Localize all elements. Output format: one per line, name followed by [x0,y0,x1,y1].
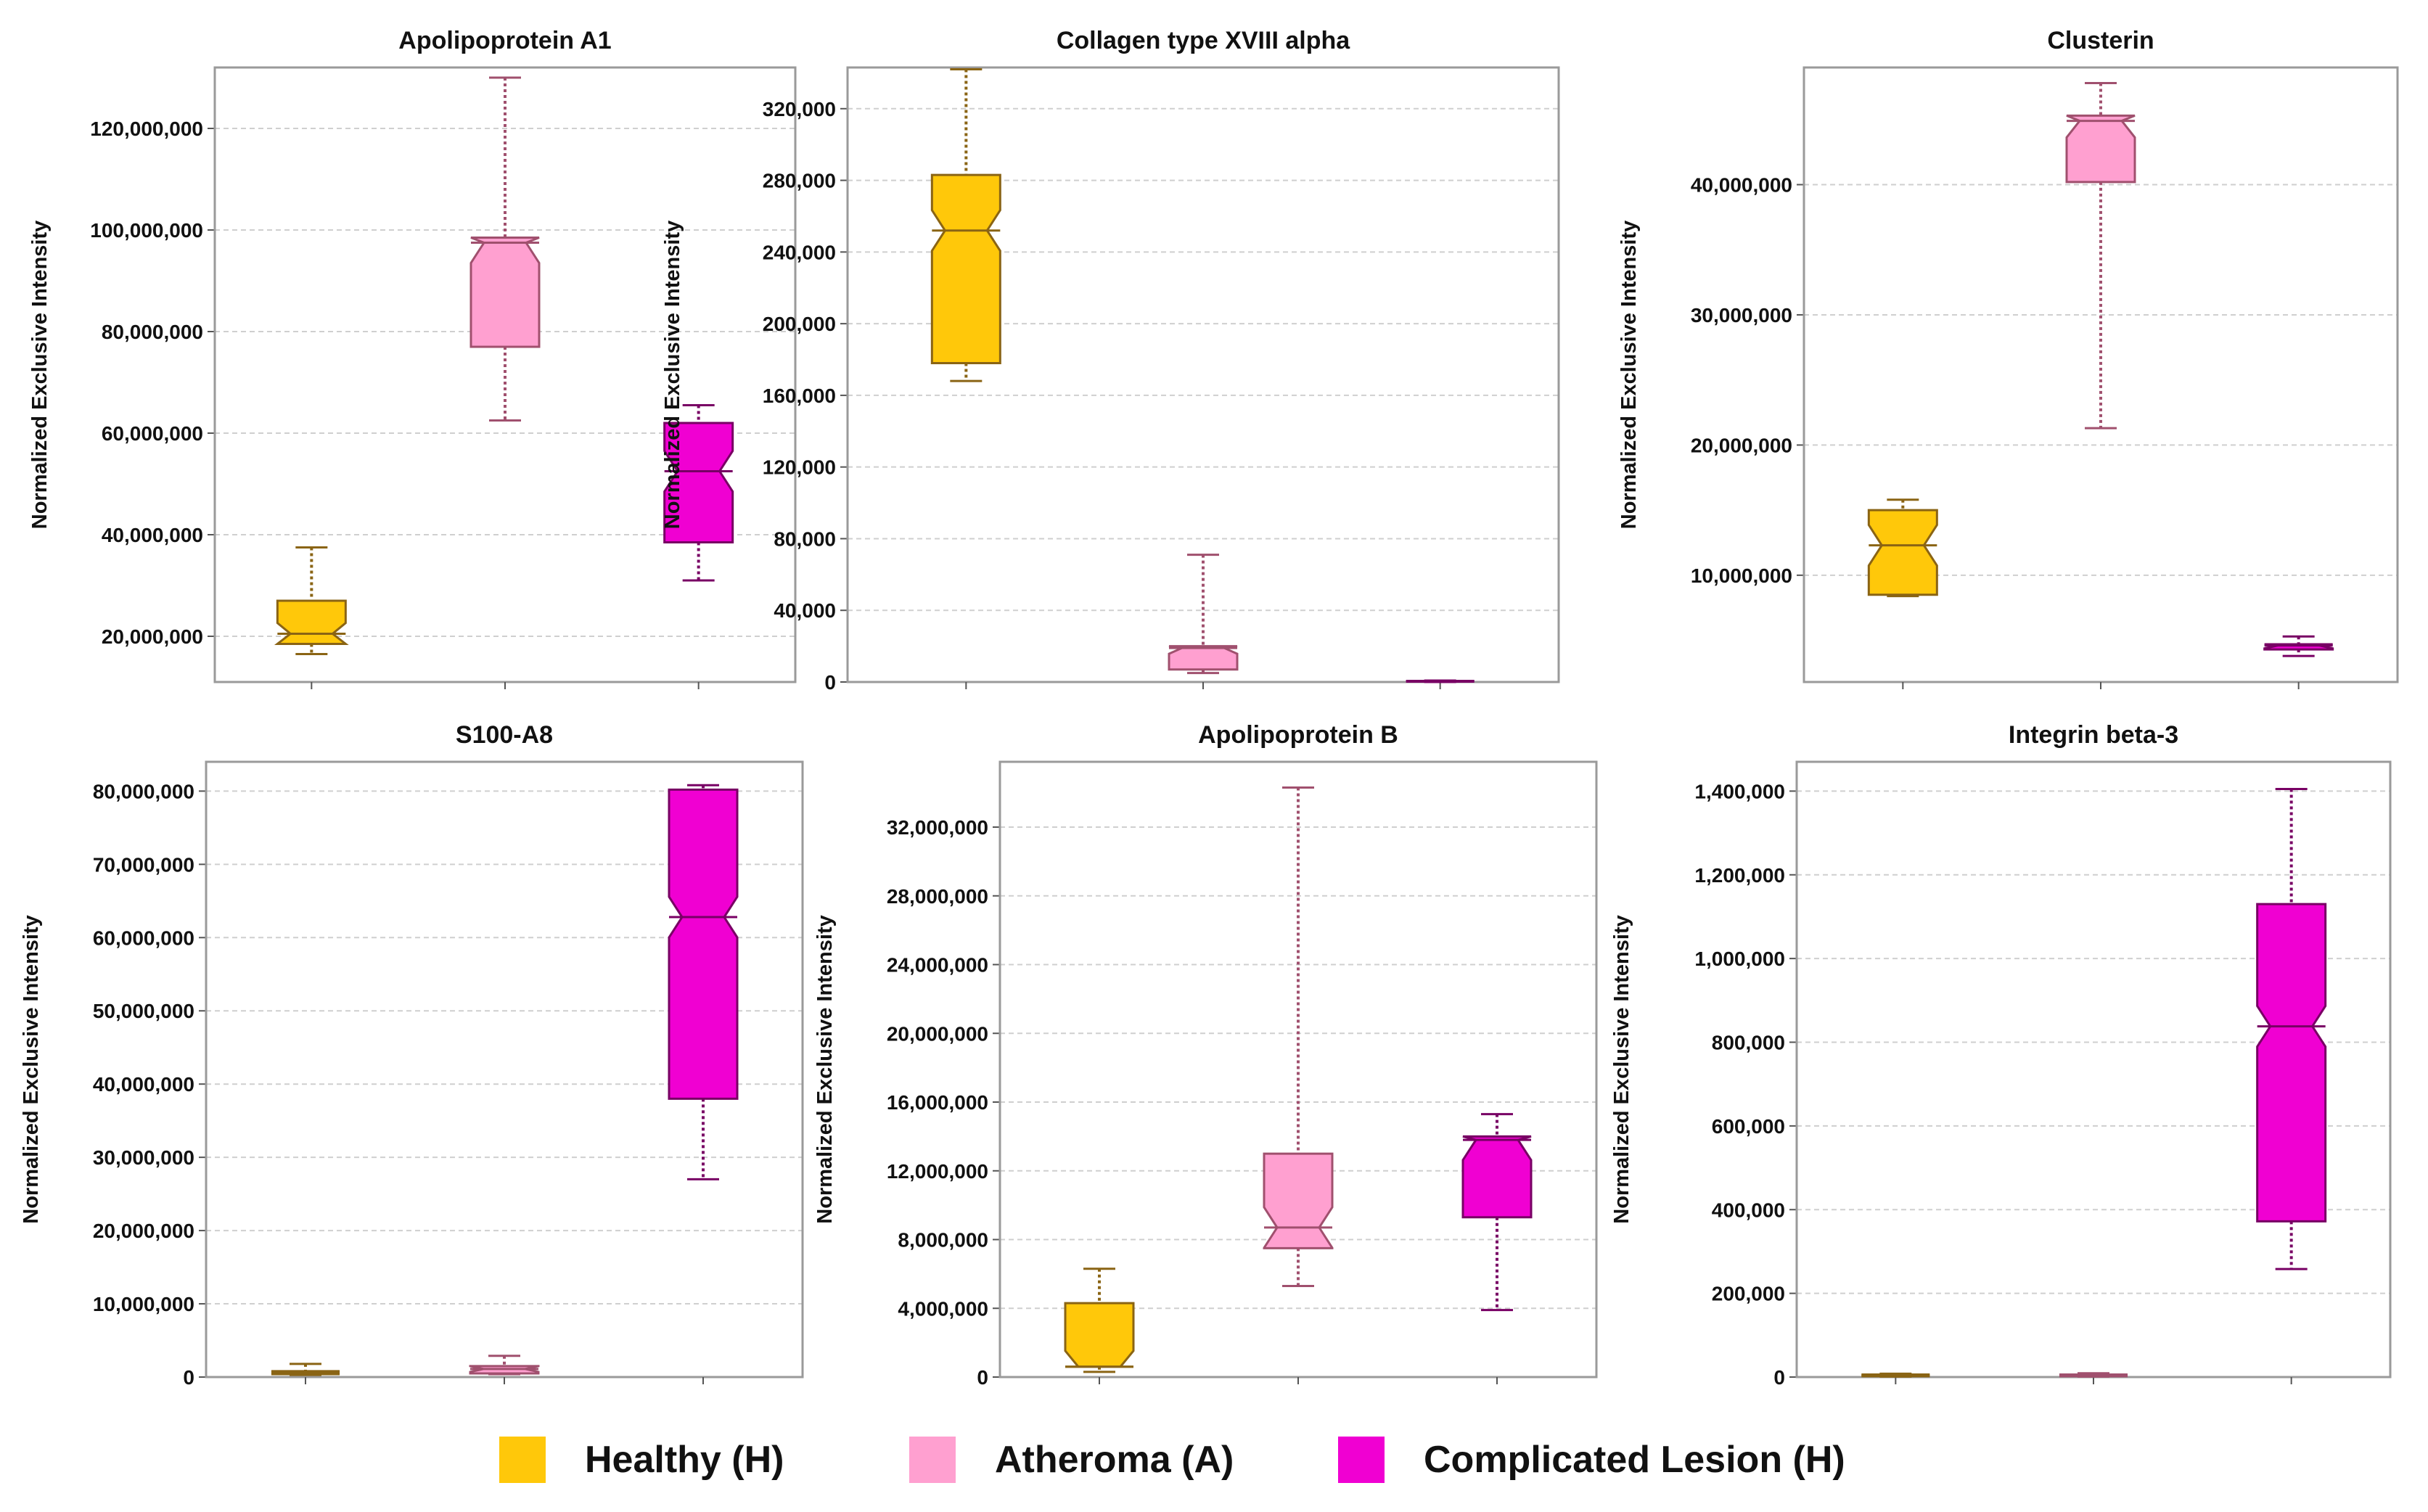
y-tick-label-apolipoprotein-b-5: 20,000,000 [887,1022,988,1045]
y-tick-label-integrin-beta-3-7: 1,400,000 [1694,780,1785,802]
chart-title-collagen-type-xviii-alpha: Collagen type XVIII alpha [1057,27,1350,54]
y-tick-label-integrin-beta-3-0: 0 [1773,1366,1785,1389]
legend-item-healthy: Healthy (H) [499,1437,784,1483]
y-tick-label-integrin-beta-3-4: 800,000 [1712,1032,1785,1054]
y-tick-label-integrin-beta-3-3: 600,000 [1712,1115,1785,1138]
legend-swatch-healthy [499,1437,546,1483]
y-tick-label-s100-a8-1: 10,000,000 [93,1293,194,1315]
box-apolipoprotein-b-complicated-lesion [1461,1135,1533,1219]
y-tick-label-apolipoprotein-a1-2: 60,000,000 [102,422,203,445]
box-clusterin-healthy [1867,509,1938,596]
legend-label-healthy: Healthy (H) [585,1439,784,1481]
chart-title-integrin-beta-3: Integrin beta-3 [2009,721,2178,749]
box-apolipoprotein-b-atheroma [1263,1152,1334,1249]
y-axis-label-apolipoprotein-a1: Normalized Exclusive Intensity [28,221,52,529]
y-tick-label-s100-a8-2: 20,000,000 [93,1220,194,1242]
y-tick-label-clusterin-2: 30,000,000 [1691,304,1792,326]
y-tick-label-integrin-beta-3-2: 400,000 [1712,1199,1785,1221]
chart-title-clusterin: Clusterin [2047,27,2154,54]
y-tick-label-apolipoprotein-b-3: 12,000,000 [887,1160,988,1183]
y-tick-label-s100-a8-8: 80,000,000 [93,780,194,802]
y-tick-label-apolipoprotein-a1-3: 80,000,000 [102,321,203,343]
y-tick-label-s100-a8-3: 30,000,000 [93,1146,194,1169]
y-tick-label-apolipoprotein-a1-1: 40,000,000 [102,524,203,546]
y-tick-label-collagen-type-xviii-alpha-8: 320,000 [763,98,836,120]
y-tick-label-collagen-type-xviii-alpha-1: 40,000 [774,599,836,622]
box-collagen-type-xviii-alpha-atheroma [1168,645,1239,671]
y-tick-label-integrin-beta-3-6: 1,200,000 [1694,864,1785,887]
y-tick-label-clusterin-3: 40,000,000 [1691,174,1792,197]
y-tick-label-s100-a8-5: 50,000,000 [93,1000,194,1022]
y-tick-label-apolipoprotein-b-0: 0 [977,1366,988,1389]
y-tick-label-apolipoprotein-a1-0: 20,000,000 [102,625,203,648]
legend-swatch-atheroma [909,1437,956,1483]
legend-label-atheroma: Atheroma (A) [995,1439,1234,1481]
y-tick-label-clusterin-0: 10,000,000 [1691,564,1792,587]
box-apolipoprotein-b-healthy [1064,1302,1135,1368]
y-axis-label-integrin-beta-3: Normalized Exclusive Intensity [1610,915,1633,1223]
legend-item-complicated-lesion: Complicated Lesion (H) [1338,1437,1845,1483]
box-apolipoprotein-a1-healthy [274,599,349,645]
y-tick-label-integrin-beta-3-5: 1,000,000 [1694,948,1785,970]
chart-title-apolipoprotein-b: Apolipoprotein B [1198,721,1398,749]
y-tick-label-s100-a8-6: 60,000,000 [93,926,194,949]
y-tick-label-integrin-beta-3-1: 200,000 [1712,1283,1785,1305]
y-axis-label-collagen-type-xviii-alpha: Normalized Exclusive Intensity [661,221,684,529]
y-tick-label-collagen-type-xviii-alpha-2: 80,000 [774,527,836,550]
y-tick-label-collagen-type-xviii-alpha-4: 160,000 [763,385,836,407]
y-tick-label-apolipoprotein-b-2: 8,000,000 [898,1229,988,1252]
y-tick-label-apolipoprotein-b-1: 4,000,000 [898,1297,988,1320]
box-s100-a8-complicated-lesion [668,788,739,1100]
legend-swatch-complicated-lesion [1338,1437,1385,1483]
y-tick-label-s100-a8-7: 70,000,000 [93,853,194,876]
chart-title-s100-a8: S100-A8 [456,721,553,749]
y-tick-label-apolipoprotein-b-6: 24,000,000 [887,954,988,977]
y-tick-label-apolipoprotein-b-4: 16,000,000 [887,1091,988,1114]
box-integrin-beta-3-complicated-lesion [2256,903,2327,1223]
y-axis-label-clusterin: Normalized Exclusive Intensity [1617,221,1641,529]
y-axis-label-apolipoprotein-b: Normalized Exclusive Intensity [813,915,837,1223]
box-clusterin-atheroma [2065,114,2136,184]
legend: Healthy (H) Atheroma (A) Complicated Les… [0,1422,2428,1502]
y-tick-label-apolipoprotein-b-8: 32,000,000 [887,816,988,839]
y-tick-label-collagen-type-xviii-alpha-3: 120,000 [763,456,836,479]
legend-item-atheroma: Atheroma (A) [909,1437,1234,1483]
y-tick-label-collagen-type-xviii-alpha-7: 280,000 [763,170,836,192]
y-axis-label-s100-a8: Normalized Exclusive Intensity [20,915,43,1223]
y-tick-label-collagen-type-xviii-alpha-6: 240,000 [763,241,836,263]
y-tick-label-apolipoprotein-a1-4: 100,000,000 [90,219,203,242]
y-tick-label-collagen-type-xviii-alpha-0: 0 [824,671,836,694]
box-apolipoprotein-a1-atheroma [469,237,541,348]
legend-label-complicated-lesion: Complicated Lesion (H) [1424,1439,1845,1481]
box-apolipoprotein-a1-complicated-lesion [663,422,734,543]
y-tick-label-apolipoprotein-a1-5: 120,000,000 [90,118,203,140]
chart-title-apolipoprotein-a1: Apolipoprotein A1 [398,27,611,54]
y-tick-label-s100-a8-0: 0 [183,1366,194,1389]
y-tick-label-apolipoprotein-b-7: 28,000,000 [887,885,988,908]
box-collagen-type-xviii-alpha-healthy [930,173,1001,364]
y-tick-label-clusterin-1: 20,000,000 [1691,434,1792,456]
y-tick-label-s100-a8-4: 40,000,000 [93,1073,194,1096]
y-tick-label-collagen-type-xviii-alpha-5: 200,000 [763,313,836,335]
